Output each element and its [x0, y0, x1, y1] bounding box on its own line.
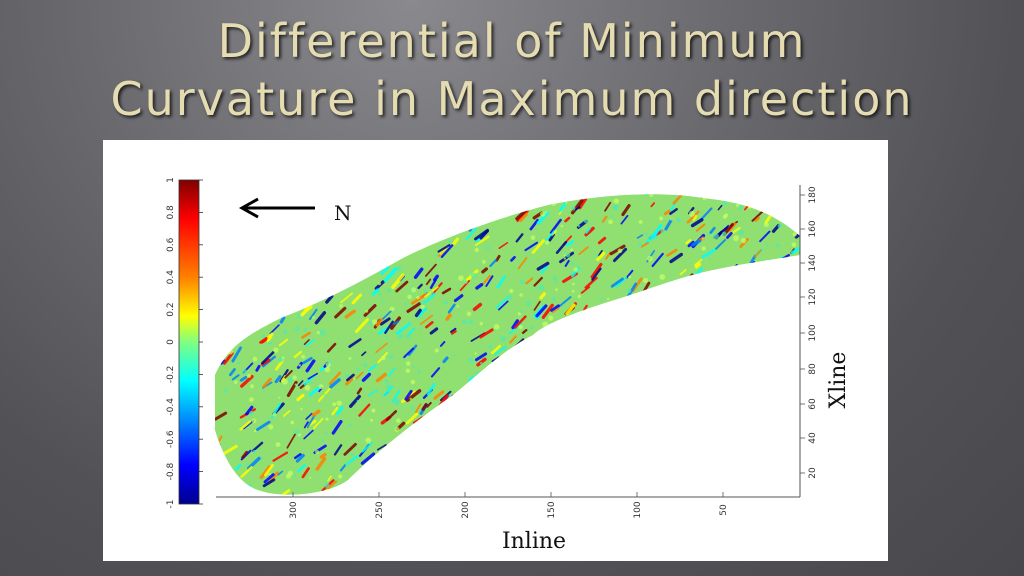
- colorbar-tick: 1: [166, 177, 203, 183]
- colorbar-tick: 0.8: [166, 205, 203, 220]
- colorbar-tick: 0.6: [166, 237, 203, 252]
- svg-text:1: 1: [166, 177, 176, 183]
- y-tick: 160: [800, 220, 818, 238]
- y-tick: 140: [800, 254, 818, 272]
- svg-text:0: 0: [166, 339, 176, 345]
- y-tick: 180: [800, 186, 818, 204]
- svg-text:120: 120: [808, 288, 818, 305]
- x-tick: 100: [633, 492, 643, 519]
- survey-area: [215, 194, 800, 495]
- y-tick: 100: [800, 324, 818, 342]
- y-tick: 120: [800, 288, 818, 306]
- curvature-map-svg: 1 0.8 0.6 0.4 0.2 0 -0.2 -0.4 -0.6 -0.8 -1 N 300 25…: [166, 177, 851, 519]
- svg-text:60: 60: [808, 398, 818, 410]
- colorbar-tick: 0.2: [166, 302, 203, 317]
- svg-text:-0.6: -0.6: [166, 430, 176, 448]
- north-arrow-icon: [238, 197, 315, 219]
- slide-title: Differential of Minimum Curvature in Max…: [0, 12, 1024, 128]
- svg-text:0.4: 0.4: [166, 270, 176, 285]
- y-tick: 80: [800, 363, 818, 375]
- svg-text:180: 180: [808, 186, 818, 203]
- curvature-map-figure: 1 0.8 0.6 0.4 0.2 0 -0.2 -0.4 -0.6 -0.8 -1 N 300 25…: [103, 140, 888, 561]
- svg-text:140: 140: [808, 254, 818, 271]
- svg-text:-1: -1: [166, 500, 176, 509]
- svg-text:80: 80: [808, 363, 818, 375]
- svg-text:100: 100: [633, 501, 643, 518]
- svg-text:0.8: 0.8: [166, 205, 176, 220]
- svg-text:200: 200: [461, 501, 471, 518]
- svg-text:0.6: 0.6: [166, 237, 176, 252]
- y-axis-label: Xline: [826, 352, 851, 409]
- x-axis-label-box: Inline: [494, 521, 574, 560]
- x-axis-ticks: 300 250 200 150 100 50: [289, 492, 729, 519]
- colorbar: [178, 179, 200, 505]
- svg-text:20: 20: [808, 467, 818, 479]
- svg-text:0.2: 0.2: [166, 302, 176, 316]
- svg-text:-0.4: -0.4: [166, 398, 176, 416]
- title-line-2: Curvature in Maximum direction: [110, 72, 914, 126]
- colorbar-tick: 0.4: [166, 270, 203, 285]
- svg-text:100: 100: [808, 324, 818, 341]
- y-axis-ticks: 180 160 140 120 100 80 60 40 20: [800, 186, 818, 479]
- y-tick: 60: [800, 398, 818, 410]
- colorbar-tick-labels: 1 0.8 0.6 0.4 0.2 0 -0.2 -0.4 -0.6 -0.8 -1: [166, 177, 203, 508]
- x-tick: 150: [547, 492, 557, 519]
- colorbar-tick: -0.6: [166, 430, 203, 448]
- x-tick: 200: [461, 492, 471, 519]
- colorbar-tick: -0.8: [166, 463, 203, 481]
- title-line-1: Differential of Minimum: [217, 14, 807, 68]
- svg-text:50: 50: [719, 504, 729, 516]
- colorbar-tick: 0: [166, 339, 203, 345]
- svg-text:-0.8: -0.8: [166, 463, 176, 481]
- svg-text:160: 160: [808, 220, 818, 237]
- x-axis-label: Inline: [502, 529, 566, 554]
- svg-text:-0.2: -0.2: [166, 366, 176, 384]
- plot-axes: [216, 185, 801, 498]
- north-label: N: [334, 201, 352, 225]
- x-tick: 250: [375, 492, 385, 519]
- colorbar-tick: -1: [166, 500, 203, 509]
- x-tick: 300: [289, 492, 299, 519]
- colorbar-tick: -0.4: [166, 398, 203, 416]
- svg-text:300: 300: [289, 501, 299, 518]
- colorbar-tick: -0.2: [166, 366, 203, 384]
- y-tick: 20: [800, 467, 818, 479]
- y-tick: 40: [800, 432, 818, 444]
- svg-text:150: 150: [547, 501, 557, 518]
- svg-text:40: 40: [808, 432, 818, 444]
- x-tick: 50: [719, 492, 729, 516]
- svg-text:250: 250: [375, 501, 385, 518]
